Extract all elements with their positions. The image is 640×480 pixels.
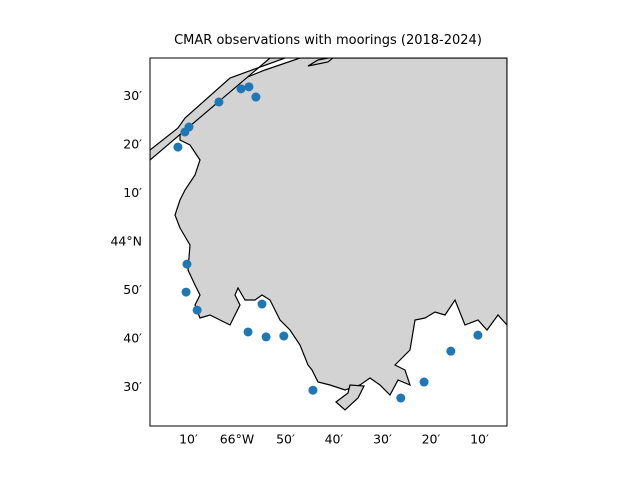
island (307, 58, 334, 67)
island (335, 384, 365, 411)
mooring-point (279, 331, 289, 341)
mooring-point (182, 259, 192, 269)
y-tick-label: 50′ (123, 282, 142, 297)
mooring-point (184, 122, 194, 132)
mooring-point (257, 299, 267, 309)
x-tick-label: 50′ (276, 432, 295, 447)
mooring-point (419, 377, 429, 387)
peninsula (150, 58, 286, 161)
y-tick-label: 40′ (123, 331, 142, 346)
mooring-point (214, 97, 224, 107)
mainland (174, 58, 507, 396)
mooring-point (236, 84, 246, 94)
mooring-point (308, 385, 318, 395)
mooring-point (446, 346, 456, 356)
x-tick-label: 10′ (179, 432, 198, 447)
x-tick-label: 10′ (470, 432, 489, 447)
mooring-point (261, 332, 271, 342)
x-tick-label: 30′ (373, 432, 392, 447)
axes-frame (149, 57, 508, 427)
y-tick-label: 20′ (123, 136, 142, 151)
mooring-point (396, 393, 406, 403)
chart-title: CMAR observations with moorings (2018-20… (174, 33, 482, 48)
x-tick-label: 40′ (325, 432, 344, 447)
y-tick-label: 30′ (123, 88, 142, 103)
x-tick-label: 66°W (220, 432, 255, 447)
land (150, 58, 507, 411)
y-tick-label: 30′ (123, 379, 142, 394)
mooring-point (244, 82, 254, 92)
mooring-point (173, 142, 183, 152)
mooring-point (192, 305, 202, 315)
x-tick-label: 20′ (422, 432, 441, 447)
mooring-point (181, 287, 191, 297)
mooring-point (473, 330, 483, 340)
y-tick-label: 44°N (110, 234, 142, 249)
mooring-point (251, 92, 261, 102)
y-tick-label: 10′ (123, 185, 142, 200)
mooring-point (243, 327, 253, 337)
